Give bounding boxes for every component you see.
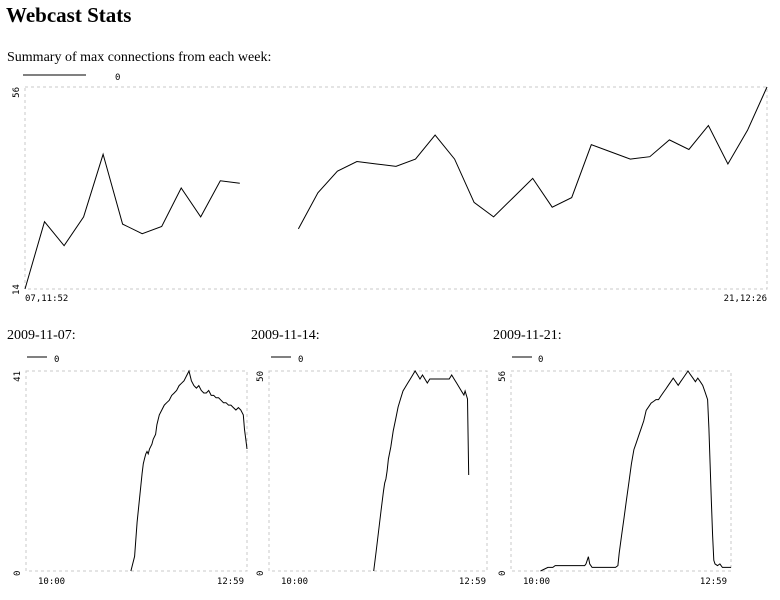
- day-chart-2009-11-14: 0 50 0 10:00 12:59: [256, 355, 488, 587]
- day-label-2009-11-21: 2009-11-21:: [493, 328, 562, 343]
- plot-frame: [268, 370, 488, 572]
- x-tick-label-start: 10:00: [38, 577, 65, 587]
- series-line-0-segment-0: [373, 370, 470, 572]
- day-chart-2009-11-07: 0 41 0 10:00 12:59: [13, 355, 248, 587]
- page-title: Webcast Stats: [6, 3, 132, 27]
- legend-label-0: 0: [115, 73, 120, 83]
- x-tick-label-start: 10:00: [523, 577, 550, 587]
- y-tick-label-min: 0: [13, 571, 23, 576]
- legend-label-0: 0: [54, 355, 59, 365]
- series-line-0-segment-1: [297, 86, 768, 230]
- series-line-0-segment-0: [24, 152, 240, 290]
- series-group: [24, 86, 768, 290]
- day-label-2009-11-14: 2009-11-14:: [251, 328, 320, 343]
- series-group: [373, 370, 470, 572]
- plot-frame: [24, 86, 768, 290]
- x-tick-label-end: 12:59: [217, 577, 244, 587]
- plot-frame: [25, 370, 248, 572]
- day-label-2009-11-07: 2009-11-07:: [7, 328, 76, 343]
- series-line-0-segment-0: [540, 370, 731, 572]
- x-tick-label-end: 12:59: [700, 577, 727, 587]
- y-tick-label-max: 56: [498, 371, 508, 382]
- series-group: [130, 369, 248, 572]
- summary-caption: Summary of max connections from each wee…: [7, 50, 272, 65]
- series-group: [540, 370, 731, 572]
- y-tick-label-min: 0: [498, 571, 508, 576]
- x-tick-label-start: 10:00: [281, 577, 308, 587]
- y-tick-label-max: 56: [12, 87, 22, 98]
- y-tick-label-max: 50: [256, 371, 266, 382]
- series-line-0-segment-0: [130, 369, 248, 572]
- day-chart-2009-11-21: 0 56 0 10:00 12:59: [498, 355, 732, 587]
- y-tick-label-min: 0: [256, 571, 266, 576]
- summary-chart: 0 56 14 07,11:52 21,12:26: [12, 73, 768, 304]
- legend-label-0: 0: [538, 355, 543, 365]
- x-tick-label-end: 12:59: [459, 577, 486, 587]
- y-tick-label-max: 41: [13, 371, 23, 382]
- legend-label-0: 0: [298, 355, 303, 365]
- x-tick-label-end: 21,12:26: [724, 294, 767, 304]
- y-tick-label-min: 14: [12, 284, 22, 295]
- plot-frame: [510, 370, 732, 572]
- x-tick-label-start: 07,11:52: [25, 294, 68, 304]
